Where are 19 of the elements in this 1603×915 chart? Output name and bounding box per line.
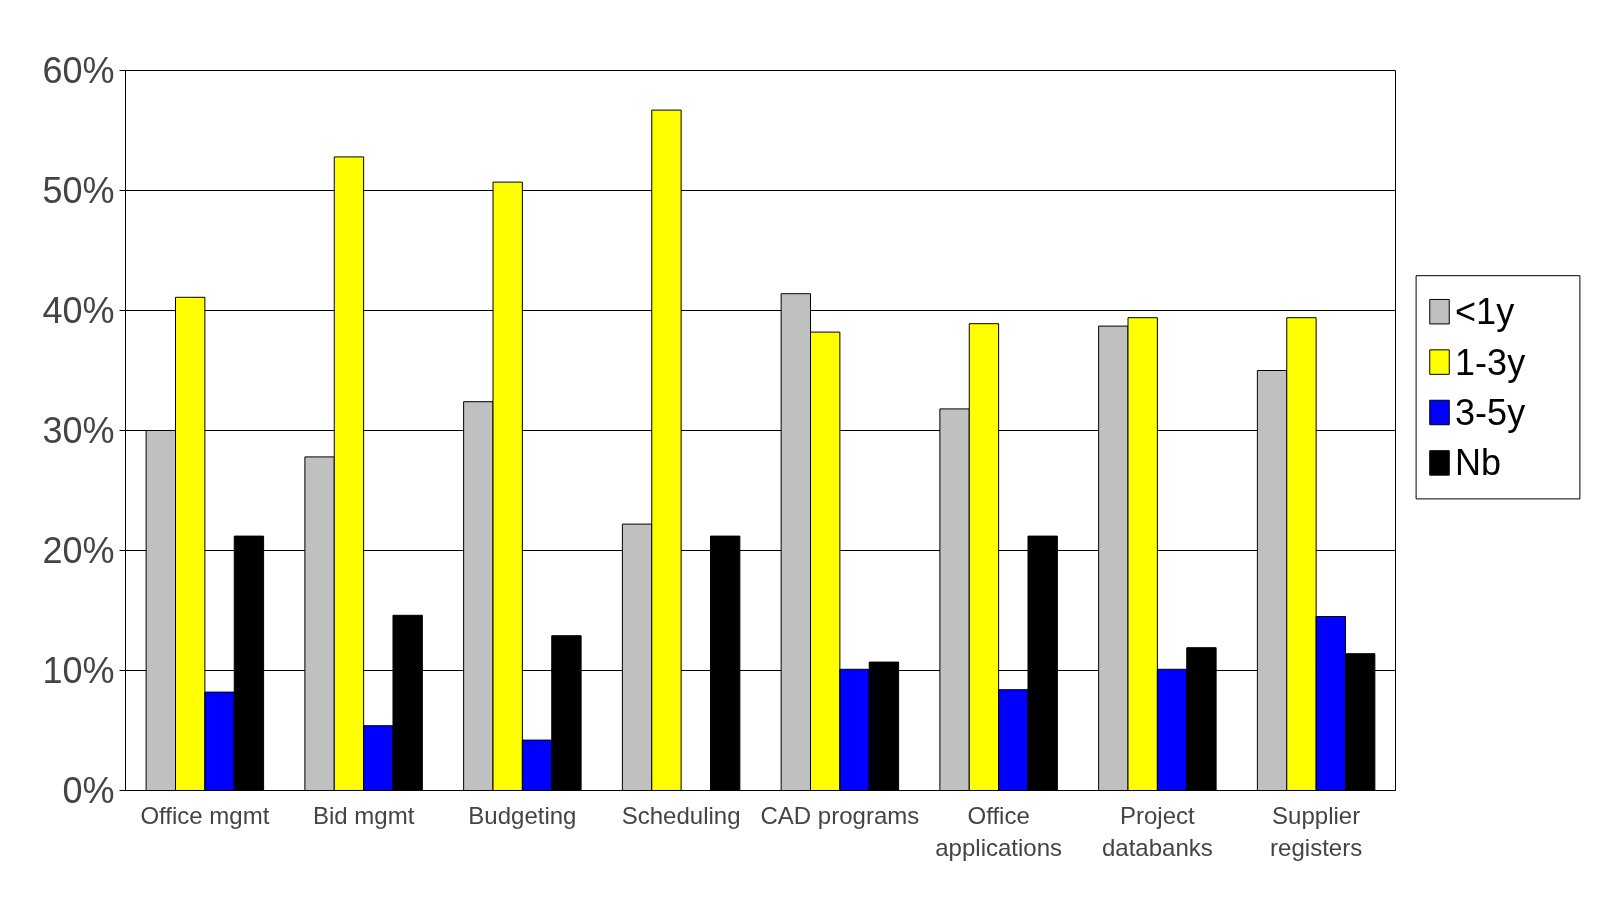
legend-label: <1y — [1455, 291, 1515, 333]
y-tick-label: 50% — [42, 170, 115, 211]
x-tick-label: Scheduling — [621, 801, 741, 829]
legend-label: 3-5y — [1455, 392, 1526, 433]
y-tick-label: 20% — [42, 530, 115, 571]
legend-label: 1-3y — [1455, 341, 1526, 383]
y-tick-label: 0% — [62, 770, 115, 811]
y-tick-label: 60% — [42, 50, 115, 91]
x-tick-label: CAD programs — [760, 801, 920, 829]
x-tick-label: Project databanks — [1102, 801, 1213, 861]
x-tick-label: Budgeting — [468, 801, 577, 829]
y-tick-label: 40% — [42, 290, 115, 331]
x-tick-label: Supplier registers — [1270, 801, 1363, 861]
y-tick-label: 10% — [42, 650, 115, 691]
x-tick-label: Office applications — [935, 801, 1062, 861]
x-tick-label: Office mgmt — [140, 801, 270, 829]
legend-label: Nb — [1455, 442, 1502, 484]
x-tick-label: Bid mgmt — [312, 801, 415, 829]
y-tick-label: 30% — [42, 410, 115, 451]
